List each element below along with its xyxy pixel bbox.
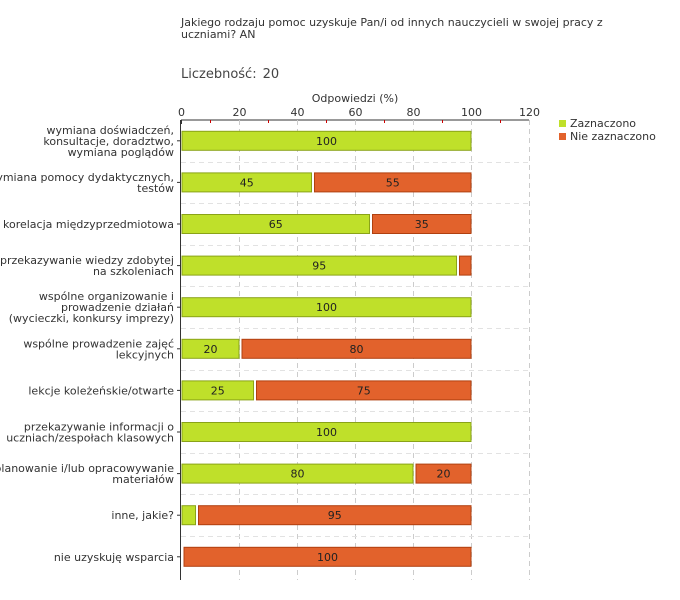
bar-zaznaczono (181, 505, 196, 526)
chart-legend: Zaznaczono Nie zaznaczono (559, 117, 656, 143)
bar-zaznaczono (181, 380, 254, 401)
data-label-zaznaczono: 100 (316, 135, 337, 148)
category-label: inne, jakie? (111, 509, 174, 522)
legend-swatch-nie-zaznaczono (559, 133, 566, 140)
category-label: wspólne prowadzenie zajęć lekcyjnych (23, 337, 174, 361)
category-label: przekazywanie informacji o uczniach/zespo… (6, 421, 174, 445)
bar-nie-zaznaczono (459, 255, 472, 276)
category-label: nie uzyskuję wsparcia (54, 551, 174, 564)
category-label: przekazywanie wiedzy zdobytej na szkoleni… (0, 254, 174, 278)
category-label-line: inne, jakie? (111, 509, 174, 522)
category-label-line: wymiana doświadczeń, (46, 124, 174, 137)
category-label-line: wspólne organizowanie i (39, 290, 174, 303)
data-label-zaznaczono: 65 (269, 218, 283, 231)
legend-item-zaznaczono: Zaznaczono (559, 117, 656, 130)
bar-nie-zaznaczono (415, 463, 472, 484)
category-label-line: uczniach/zespołach klasowych (6, 432, 174, 445)
bar-zaznaczono (181, 130, 472, 151)
category-label-line: wspólne prowadzenie zajęć (23, 337, 174, 350)
data-label-zaznaczono: 100 (316, 301, 337, 314)
legend-swatch-zaznaczono (559, 120, 566, 127)
chart-title: Jakiego rodzaju pomoc uzyskuje Pan/i od … (181, 16, 603, 41)
category-label: planowanie i/lub opracowywanie materiałów (0, 462, 174, 486)
x-tick-label: 0 (178, 106, 185, 119)
category-label-line: (wycieczki, konkursy imprezy) (9, 312, 174, 325)
data-label-nie-zaznaczono: 95 (328, 509, 342, 522)
data-label-zaznaczono: 100 (316, 426, 337, 439)
bar-zaznaczono (181, 297, 472, 318)
category-label-line: wymiana pomocy dydaktycznych, (0, 171, 174, 184)
category-label-line: przekazywanie wiedzy zdobytej (0, 254, 174, 267)
x-tick-label: 80 (407, 106, 421, 119)
bar-zaznaczono (181, 463, 414, 484)
category-label-line: korelacja międzyprzedmiotowa (3, 218, 174, 231)
legend-label-nie-zaznaczono: Nie zaznaczono (570, 130, 656, 143)
x-tick-label: 40 (291, 106, 305, 119)
category-label-line: lekcyjnych (116, 348, 174, 361)
bar-nie-zaznaczono (183, 546, 472, 567)
data-label-nie-zaznaczono: 75 (357, 384, 371, 397)
category-label-line: konsultacje, doradztwo, (43, 135, 174, 148)
category-label-line: prowadzenie działań (61, 301, 174, 314)
category-label-line: planowanie i/lub opracowywanie (0, 462, 174, 475)
x-tick-label: 20 (233, 106, 247, 119)
data-label-zaznaczono: 20 (204, 343, 218, 356)
bar-zaznaczono (181, 172, 312, 193)
data-label-nie-zaznaczono: 20 (437, 468, 451, 481)
bar-zaznaczono (181, 214, 370, 234)
category-label-line: lekcje koleżeńskie/otwarte (28, 384, 174, 397)
legend-item-nie-zaznaczono: Nie zaznaczono (559, 130, 656, 143)
category-label-line: wymiana poglądów (68, 146, 174, 159)
data-label-nie-zaznaczono: 80 (350, 343, 364, 356)
bar-zaznaczono (181, 338, 240, 359)
category-label-line: testów (137, 182, 174, 195)
legend-label-zaznaczono: Zaznaczono (570, 117, 637, 130)
category-label: korelacja międzyprzedmiotowa (3, 218, 174, 231)
bar-nie-zaznaczono (198, 505, 472, 526)
category-label-line: przekazywanie informacji o (24, 421, 174, 434)
bar-zaznaczono (181, 255, 457, 276)
sample-size-label: Liczebność: (181, 67, 257, 82)
x-tick-label: 100 (461, 106, 482, 119)
x-tick-label: 60 (349, 106, 363, 119)
x-tick-label: 120 (519, 106, 540, 119)
data-label-zaznaczono: 80 (291, 468, 305, 481)
category-label: lekcje koleżeńskie/otwarte (28, 384, 174, 397)
bar-nie-zaznaczono (241, 338, 472, 359)
data-label-nie-zaznaczono: 35 (415, 218, 429, 231)
category-label: wymiana pomocy dydaktycznych, testów (0, 171, 174, 195)
bar-nie-zaznaczono (372, 214, 472, 234)
category-label-line: materiałów (112, 473, 174, 486)
sample-size-value: 20 (262, 67, 280, 82)
category-label: wymiana doświadczeń, konsultacje, doradzt… (43, 124, 174, 159)
category-label-line: na szkoleniach (93, 265, 174, 278)
data-label-zaznaczono: 95 (312, 260, 326, 273)
x-axis-title: Odpowiedzi (%) (312, 92, 399, 105)
category-label-line: nie uzyskuję wsparcia (54, 551, 174, 564)
sample-size: Liczebność: 20 (181, 67, 285, 82)
bar-nie-zaznaczono (314, 172, 472, 193)
bar-zaznaczono (181, 422, 472, 442)
category-label: wspólne organizowanie i prowadzenie dział… (9, 290, 174, 325)
data-label-zaznaczono: 45 (240, 176, 254, 189)
data-label-nie-zaznaczono: 55 (386, 176, 400, 189)
bar-nie-zaznaczono (256, 380, 472, 401)
data-label-nie-zaznaczono: 100 (317, 551, 338, 564)
data-label-zaznaczono: 25 (211, 384, 225, 397)
